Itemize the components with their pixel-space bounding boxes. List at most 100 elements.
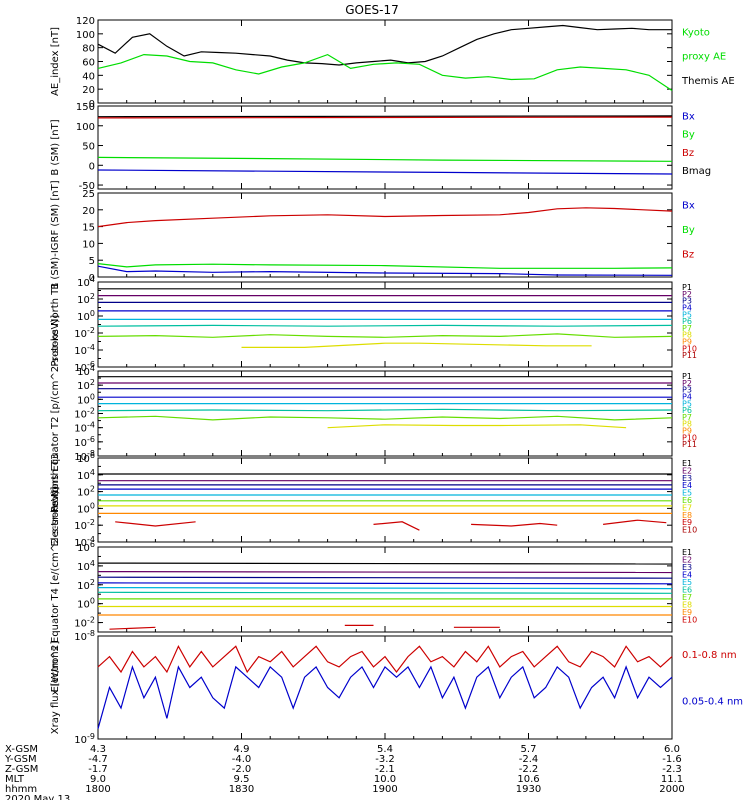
series-P8 xyxy=(327,424,627,429)
y-tick-label: 100 xyxy=(77,501,95,515)
y-tick-label: 15 xyxy=(82,223,95,234)
series-E9c xyxy=(471,522,558,527)
panel-8: 10-8 10-9 Xray flux [W/m^2] 0.1-0.8 nm 0.05-… xyxy=(50,629,743,746)
y-tick-label: 80 xyxy=(82,44,95,55)
x-row-value: -2.1 xyxy=(375,764,395,775)
series-By xyxy=(97,263,673,269)
y-tick-label: 0 xyxy=(89,161,95,172)
x-row-value: 2000 xyxy=(659,784,684,795)
legend-bx: Bx xyxy=(682,200,695,211)
x-row-value: 4.3 xyxy=(90,744,106,755)
x-row-value: 6.0 xyxy=(664,744,680,755)
legend-e5: E5 xyxy=(682,489,692,498)
legend-p5: P5 xyxy=(682,310,692,319)
panel-6: 106 104 102 100 10-2 10-4 Electrons North T3 E1… xyxy=(50,451,697,549)
y-axis-label: Xray flux [W/m^2] xyxy=(50,641,61,735)
panel-frame xyxy=(97,370,673,457)
series-Bz xyxy=(97,207,673,228)
y-axis-label: Electrons North T3 xyxy=(50,453,61,546)
legend-p2: P2 xyxy=(682,290,692,299)
legend-p6: P6 xyxy=(682,406,692,415)
legend-p9: P9 xyxy=(682,338,692,347)
series-P6 xyxy=(97,408,673,412)
legend-e9: E9 xyxy=(682,608,692,617)
legend-e1: E1 xyxy=(682,548,692,557)
panel-frame xyxy=(97,19,673,104)
x-row-label: Z-GSM xyxy=(5,764,38,775)
legend-e7: E7 xyxy=(682,503,692,512)
legend-p2: P2 xyxy=(682,379,692,388)
legend-bz: Bz xyxy=(682,148,694,159)
y-tick-label: 104 xyxy=(77,468,95,482)
legend-p7: P7 xyxy=(682,413,692,422)
x-row-label: MLT xyxy=(5,774,25,785)
y-tick-label: 25 xyxy=(82,189,95,200)
y-tick-label: 120 xyxy=(76,16,95,27)
legend-e10: E10 xyxy=(682,616,697,625)
series-E4 xyxy=(97,582,673,585)
series-Bmag xyxy=(97,115,673,118)
x-row-value: 10.0 xyxy=(374,774,396,785)
y-tick-label: 100 xyxy=(77,392,95,406)
legend-e10: E10 xyxy=(682,526,697,535)
series-Kyoto proxy AE xyxy=(97,53,673,92)
legend-by: By xyxy=(682,225,695,236)
y-tick-label: 104 xyxy=(77,364,95,378)
series-E9a xyxy=(115,521,196,527)
x-row-value: 9.0 xyxy=(90,774,106,785)
legend-p6: P6 xyxy=(682,317,692,326)
y-tick-label: 100 xyxy=(77,309,95,323)
panel-frame xyxy=(97,281,673,368)
series-By xyxy=(97,156,673,162)
x-row-value: -2.0 xyxy=(232,764,252,775)
y-tick-label: 104 xyxy=(77,275,95,289)
legend-e5: E5 xyxy=(682,578,692,587)
x-row-label: X-GSM xyxy=(5,744,38,755)
y-tick-label: 106 xyxy=(77,540,95,554)
y-tick-label: 102 xyxy=(77,292,95,306)
y-tick-label: 5 xyxy=(89,256,95,267)
y-axis-label: B (SM)-IGRF (SM) [nT] xyxy=(50,180,61,289)
legend-p1: P1 xyxy=(682,372,692,381)
y-axis-label: AE_index [nT] xyxy=(50,27,61,96)
legend-e6: E6 xyxy=(682,496,692,505)
x-row-label: Y-GSM xyxy=(4,754,37,765)
y-tick-label: 102 xyxy=(77,485,95,499)
legend-0-05-0-4-nm: 0.05-0.4 nm xyxy=(682,696,743,707)
series-E10a xyxy=(109,626,156,630)
y-tick-label: 150 xyxy=(76,102,95,113)
legend-p11: P11 xyxy=(682,351,697,360)
y-tick-label: 60 xyxy=(82,58,95,69)
legend-bx: Bx xyxy=(682,111,695,122)
x-row-value: -3.2 xyxy=(375,754,395,765)
series-E3 xyxy=(97,576,673,579)
x-row-value: -1.6 xyxy=(662,754,682,765)
series-E2 xyxy=(97,570,673,574)
legend-e1: E1 xyxy=(682,459,692,468)
y-tick-label: 10-4 xyxy=(74,535,95,549)
y-tick-label: 20 xyxy=(82,85,95,96)
legend-p4: P4 xyxy=(682,392,692,401)
x-row-value: 5.7 xyxy=(521,744,537,755)
y-tick-label: 20 xyxy=(82,206,95,217)
y-axis-label: B (SM) [nT] xyxy=(50,119,61,175)
legend-e2: E2 xyxy=(682,556,692,565)
x-row-value: -4.0 xyxy=(232,754,252,765)
legend-themis-ae: Themis AE xyxy=(681,76,735,87)
x-row-value: 10.6 xyxy=(517,774,539,785)
series-Bx xyxy=(97,265,673,276)
series-Bz xyxy=(97,116,673,119)
x-row-label: hhmm xyxy=(5,784,37,795)
y-tick-label: 10-6 xyxy=(74,435,95,449)
legend-e9: E9 xyxy=(682,518,692,527)
legend-e6: E6 xyxy=(682,586,692,595)
series-E6 xyxy=(97,591,673,594)
panel-2: -50 0 50 100 150 B (SM) [nT] Bx By Bz Bmag xyxy=(50,102,711,192)
x-row-value: 1930 xyxy=(516,784,541,795)
legend-p7: P7 xyxy=(682,324,692,333)
x-row-value: -2.3 xyxy=(662,764,682,775)
x-row-value: 9.5 xyxy=(234,774,250,785)
